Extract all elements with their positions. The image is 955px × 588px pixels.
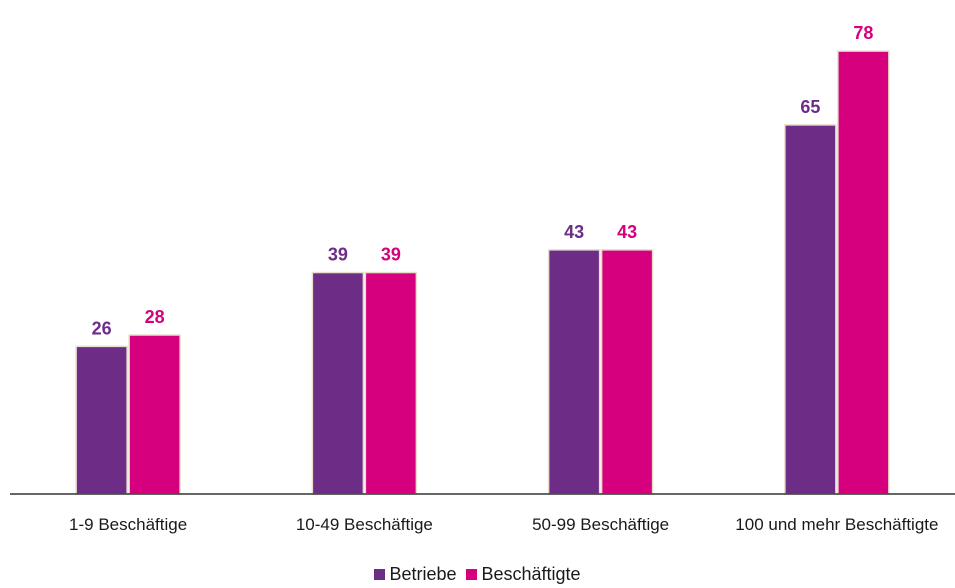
legend-item-betriebe: Betriebe	[374, 564, 456, 585]
bar-betriebe-1	[75, 345, 128, 495]
value-label-besch-ftigte-4: 78	[853, 23, 873, 43]
value-labels-layer: 26 28 39 39 43 43 65 78	[92, 23, 874, 338]
legend-label-beschaeftigte: Beschäftigte	[481, 563, 581, 584]
bar-betriebe-3	[547, 249, 601, 495]
bar-besch-ftigte-1	[128, 334, 181, 495]
x-tick-labels-layer: 1-9 Beschäftige 10-49 Beschäftige 50-99 Be…	[69, 515, 938, 534]
value-label-betriebe-3: 43	[564, 222, 584, 242]
legend-label-betriebe: Betriebe	[389, 563, 457, 584]
legend-item-beschaeftigte: Beschäftigte	[466, 563, 581, 585]
bar-chart: 26 28 39 39 43 43 65 78 1-9 Beschäftige 10-49 Be…	[10, 23, 955, 534]
legend: Betriebe Beschäftigte	[0, 562, 955, 586]
legend-swatch-beschaeftigte	[466, 568, 478, 580]
x-tick-label-4: 100 und mehr Beschäftigte	[735, 515, 938, 534]
bar-besch-ftigte-2	[364, 271, 418, 495]
x-tick-label-3: 50-99 Beschäftige	[532, 515, 669, 534]
value-label-besch-ftigte-1: 28	[145, 307, 165, 327]
x-tick-label-2: 10-49 Beschäftige	[296, 515, 433, 534]
bars-layer	[75, 50, 890, 495]
value-label-besch-ftigte-2: 39	[381, 245, 401, 265]
value-label-betriebe-1: 26	[92, 318, 112, 338]
bar-besch-ftigte-3	[600, 249, 654, 495]
value-label-betriebe-2: 39	[328, 245, 348, 265]
value-label-besch-ftigte-3: 43	[617, 222, 637, 242]
x-tick-label-1: 1-9 Beschäftige	[69, 515, 187, 534]
value-label-betriebe-4: 65	[800, 97, 820, 117]
legend-swatch-betriebe	[374, 568, 386, 580]
bar-betriebe-4	[784, 124, 837, 495]
bar-besch-ftigte-4	[837, 50, 890, 495]
bar-betriebe-2	[311, 271, 365, 495]
